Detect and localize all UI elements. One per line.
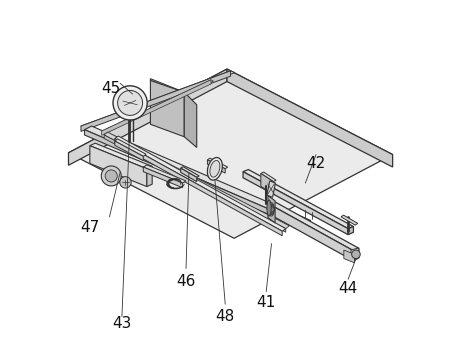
Polygon shape <box>270 202 359 251</box>
Text: 46: 46 <box>176 274 196 289</box>
Polygon shape <box>150 79 184 94</box>
Polygon shape <box>344 250 355 263</box>
Text: 47: 47 <box>80 220 99 235</box>
Text: 45: 45 <box>102 81 121 96</box>
Polygon shape <box>184 92 197 148</box>
Polygon shape <box>104 135 286 232</box>
Ellipse shape <box>207 158 222 180</box>
Polygon shape <box>69 69 227 165</box>
Polygon shape <box>341 215 358 225</box>
Polygon shape <box>181 168 197 182</box>
Polygon shape <box>84 126 311 224</box>
Polygon shape <box>81 71 235 128</box>
Polygon shape <box>261 173 273 195</box>
Ellipse shape <box>210 160 220 177</box>
Polygon shape <box>81 71 231 131</box>
Polygon shape <box>90 146 147 187</box>
Text: 42: 42 <box>306 156 326 171</box>
Circle shape <box>118 90 143 115</box>
Polygon shape <box>348 227 354 235</box>
Polygon shape <box>69 69 393 238</box>
Polygon shape <box>351 248 359 259</box>
Polygon shape <box>243 172 348 235</box>
Circle shape <box>105 170 117 182</box>
Polygon shape <box>143 167 183 188</box>
Ellipse shape <box>269 202 274 216</box>
Circle shape <box>120 177 131 188</box>
Text: 48: 48 <box>216 309 235 324</box>
Polygon shape <box>270 204 354 261</box>
Polygon shape <box>115 139 282 236</box>
Polygon shape <box>268 196 275 223</box>
Polygon shape <box>143 165 186 183</box>
Polygon shape <box>261 172 276 182</box>
Polygon shape <box>354 248 359 261</box>
Polygon shape <box>147 166 152 187</box>
Polygon shape <box>207 158 228 169</box>
Polygon shape <box>102 80 211 135</box>
Circle shape <box>113 86 147 120</box>
Polygon shape <box>102 80 213 132</box>
Polygon shape <box>181 167 199 177</box>
Text: 44: 44 <box>339 281 358 296</box>
Polygon shape <box>84 130 304 229</box>
Text: 43: 43 <box>112 316 132 331</box>
Polygon shape <box>227 69 393 167</box>
Ellipse shape <box>269 205 274 213</box>
Polygon shape <box>115 141 143 160</box>
Text: 41: 41 <box>257 295 276 310</box>
Polygon shape <box>115 136 286 231</box>
Circle shape <box>101 166 121 186</box>
Ellipse shape <box>269 207 274 212</box>
Polygon shape <box>267 181 276 197</box>
Polygon shape <box>90 143 152 169</box>
Polygon shape <box>207 160 225 173</box>
Polygon shape <box>115 139 146 157</box>
Ellipse shape <box>267 200 271 216</box>
Ellipse shape <box>269 204 274 215</box>
Circle shape <box>352 250 360 258</box>
Polygon shape <box>243 169 354 229</box>
Polygon shape <box>104 132 289 229</box>
Polygon shape <box>150 80 184 137</box>
